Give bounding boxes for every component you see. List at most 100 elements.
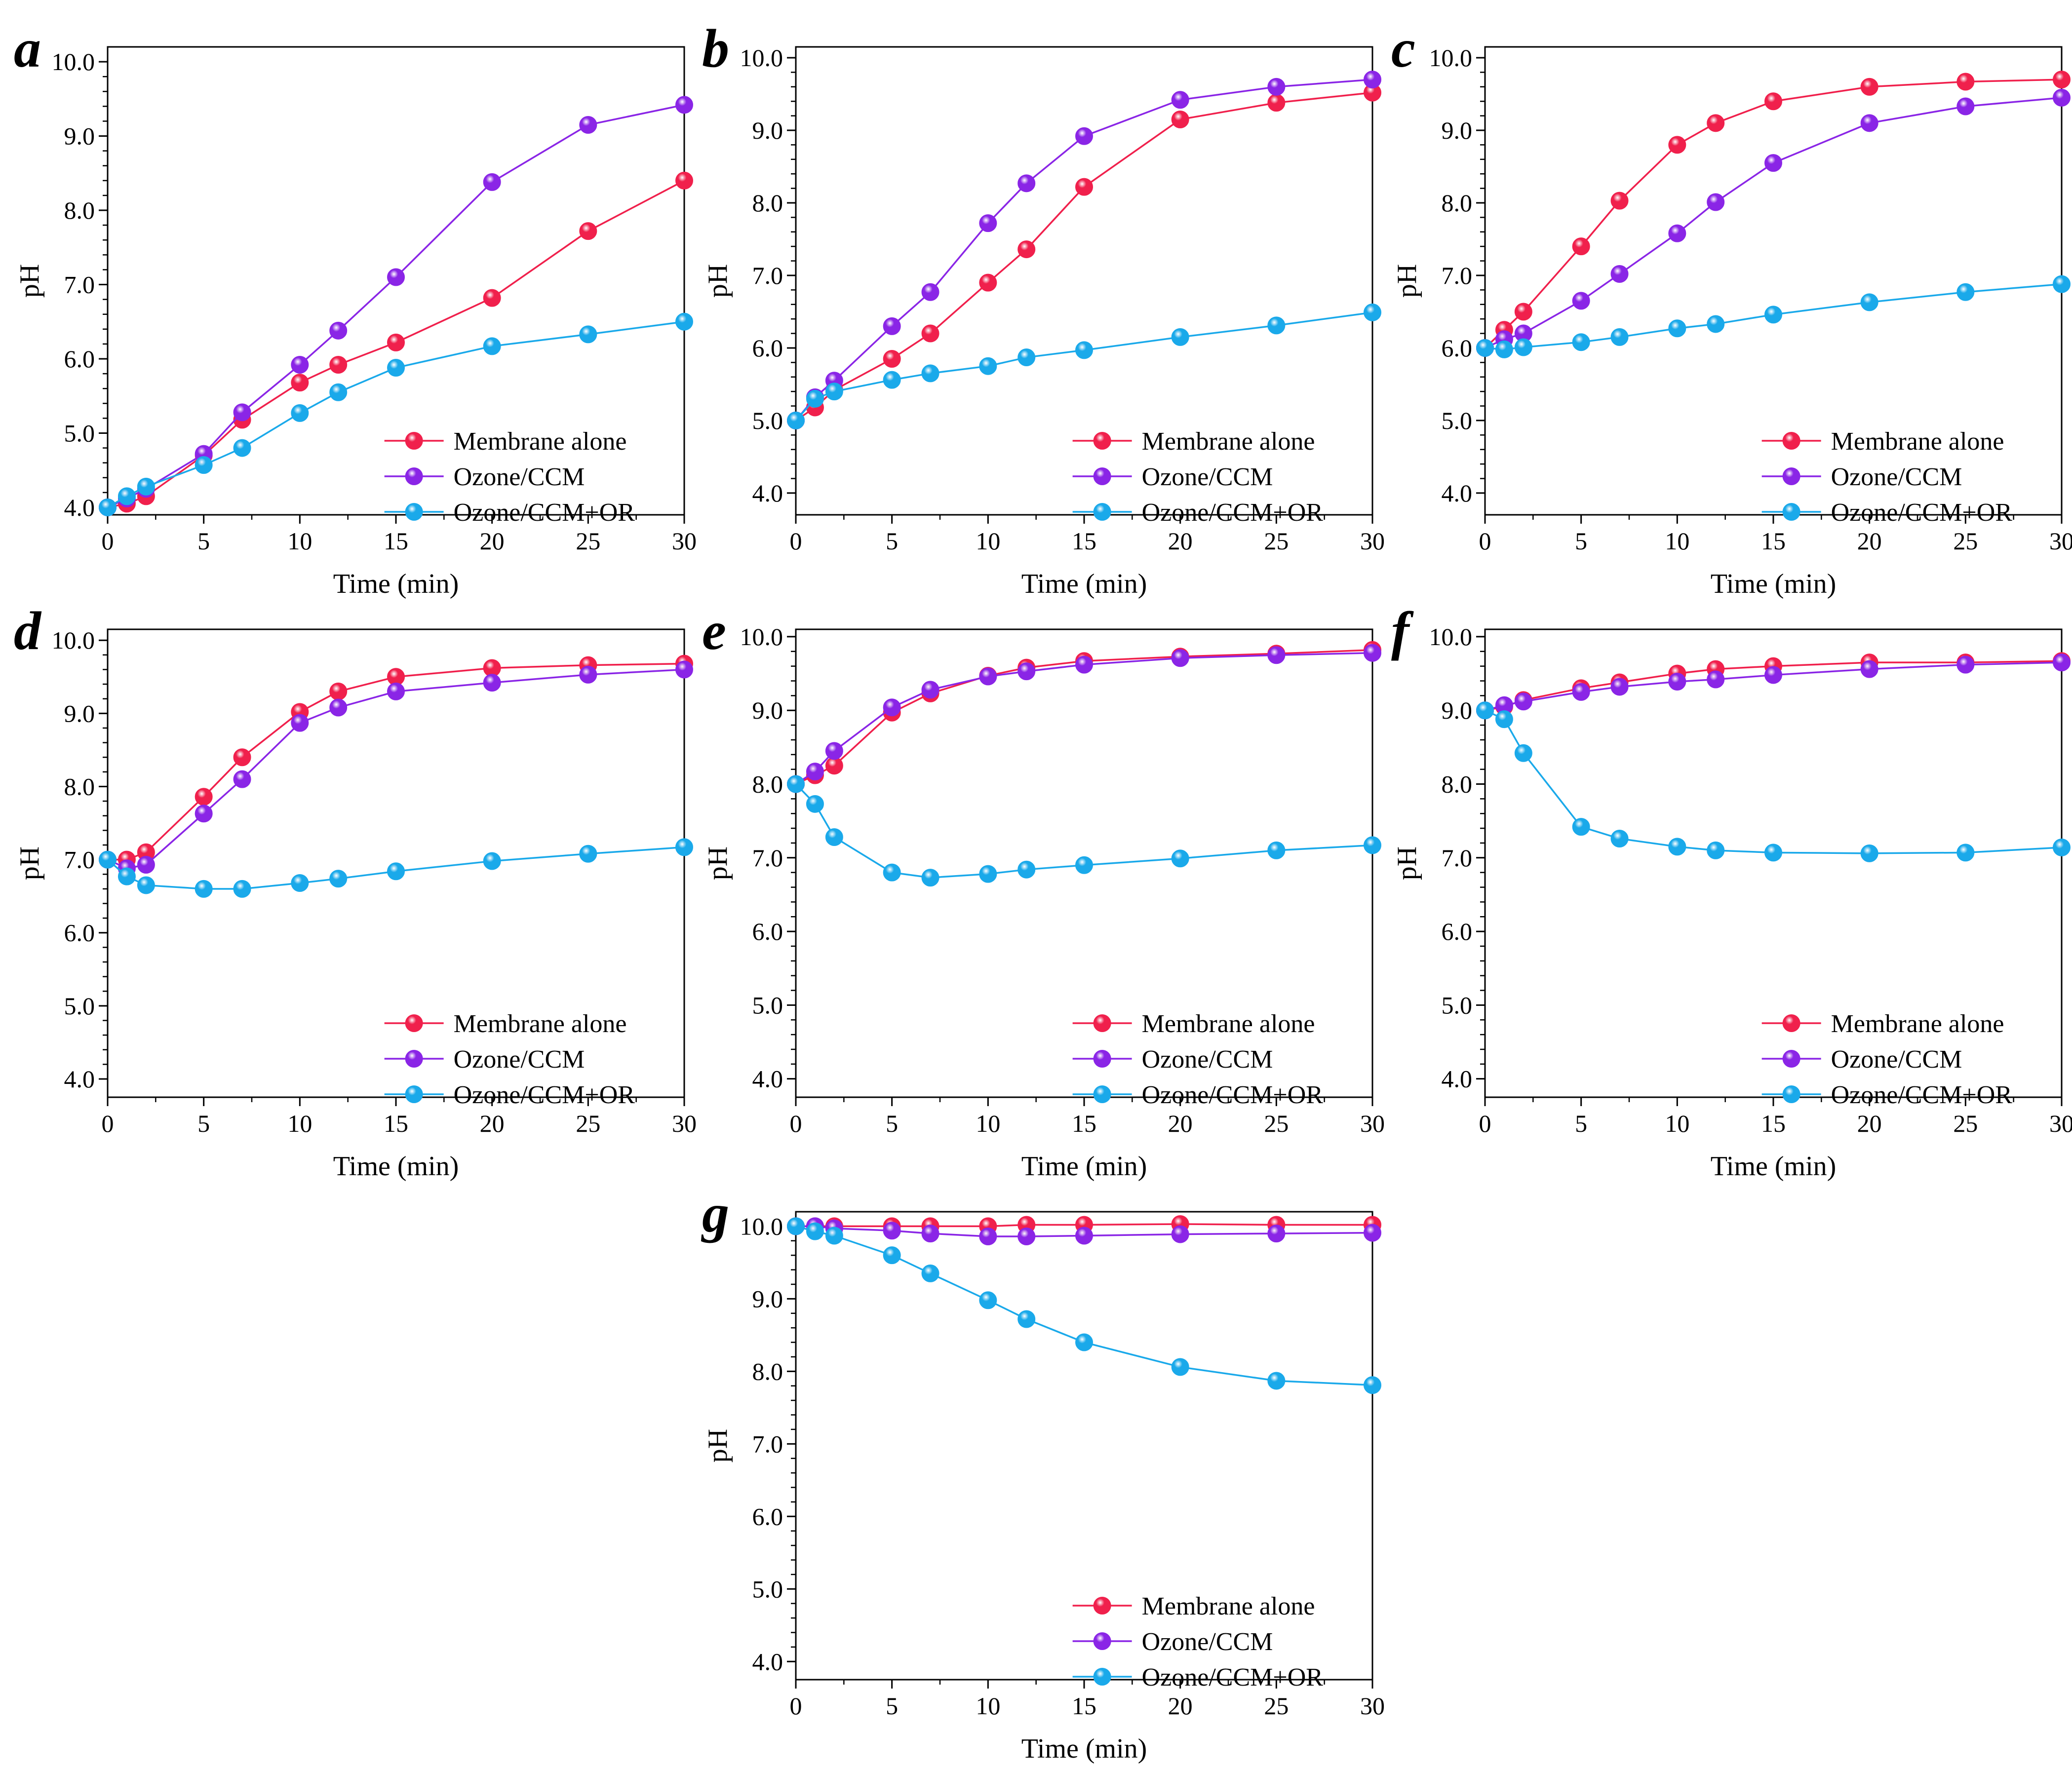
legend-marker-membrane (405, 432, 423, 450)
legend-marker-ozone (1093, 1050, 1111, 1068)
legend-label-membrane: Membrane alone (1142, 427, 1315, 456)
x-tick-label: 15 (1072, 1692, 1096, 1720)
data-point-or (1017, 348, 1036, 367)
data-point-ozone (1267, 1225, 1286, 1243)
y-tick-label: 9.0 (64, 122, 95, 150)
legend-marker-or (1093, 503, 1111, 521)
legend-marker-membrane (405, 1014, 423, 1032)
y-tick-label: 6.0 (752, 918, 783, 945)
legend-marker-membrane (1782, 1014, 1800, 1032)
data-point-or (117, 487, 136, 505)
data-point-ozone (1610, 678, 1629, 696)
x-axis-title: Time (min) (1021, 1733, 1147, 1764)
legend-label-or: Ozone/CCM+OR (1142, 1081, 1324, 1109)
data-point-or (579, 325, 597, 344)
data-point-or (233, 880, 251, 898)
x-tick-label: 0 (790, 1110, 802, 1137)
y-tick-label: 7.0 (1442, 262, 1473, 289)
series-ozone (787, 644, 1381, 793)
x-tick-label: 20 (1168, 1692, 1193, 1720)
chart-panel-a: a 0 5 10 15 20 25 30 4.0 5.0 6.0 7.0 8.0 9.0 10.0 Time … (14, 18, 697, 599)
x-tick-label: 15 (384, 527, 408, 555)
panel-label: c (1391, 18, 1415, 78)
x-tick-label: 10 (287, 1110, 312, 1137)
data-point-or (1476, 701, 1494, 720)
data-point-or (806, 1222, 824, 1240)
data-point-or (806, 389, 824, 408)
panel-label: a (14, 18, 41, 78)
y-tick-label: 5.0 (752, 1575, 783, 1603)
legend-label-ozone: Ozone/CCM (454, 463, 585, 491)
data-point-or (921, 1264, 939, 1282)
y-tick-label: 8.0 (752, 770, 783, 798)
data-point-or (825, 1227, 843, 1245)
legend-marker-ozone (1782, 467, 1800, 485)
legend-label-ozone: Ozone/CCM (454, 1045, 585, 1074)
data-point-ozone (291, 714, 309, 732)
y-tick-label: 10.0 (1429, 623, 1473, 651)
data-point-membrane (1171, 110, 1189, 128)
data-point-or (806, 795, 824, 813)
data-point-or (1860, 293, 1878, 311)
chart-panel-c: c 0 5 10 15 20 25 30 4.0 5.0 6.0 7.0 8.0 9.0 10.0 Time … (1391, 18, 2072, 599)
data-point-or (1707, 841, 1725, 859)
data-point-or (1267, 316, 1286, 335)
legend-marker-ozone (405, 1050, 423, 1068)
legend-marker-or (405, 1085, 423, 1103)
data-point-ozone (2053, 88, 2071, 107)
series-line-or (795, 311, 1373, 422)
data-point-ozone (233, 403, 251, 422)
data-point-or (387, 862, 405, 881)
y-tick-label: 8.0 (1442, 189, 1473, 217)
data-point-or (1956, 283, 1975, 301)
panel-label: e (702, 601, 726, 661)
series-line-or (795, 1225, 1373, 1386)
chart-panel-d: d 0 5 10 15 20 25 30 4.0 5.0 6.0 7.0 8.0 9.0 10.0 Time … (14, 601, 697, 1182)
data-point-or (1171, 849, 1189, 868)
data-point-membrane (1956, 73, 1975, 91)
legend-label-or: Ozone/CCM+OR (1831, 499, 2013, 527)
y-tick-label: 10.0 (740, 1212, 783, 1240)
y-tick-label: 9.0 (64, 699, 95, 727)
y-axis-title: pH (14, 846, 45, 880)
data-point-membrane (291, 374, 309, 392)
data-point-or (1707, 315, 1725, 333)
data-point-ozone (579, 116, 597, 134)
data-point-ozone (291, 356, 309, 374)
data-point-or (1572, 818, 1590, 836)
data-point-ozone (1171, 1225, 1189, 1243)
data-point-ozone (1171, 649, 1189, 667)
data-point-ozone (1267, 77, 1286, 96)
data-point-ozone (483, 674, 501, 692)
chart-panel-e: e 0 5 10 15 20 25 30 4.0 5.0 6.0 7.0 8.0 9.0 10.0 Time … (702, 601, 1385, 1182)
x-tick-label: 10 (1665, 1110, 1689, 1137)
data-point-or (2053, 838, 2071, 856)
chart-panel-f: f 0 5 10 15 20 25 30 4.0 5.0 6.0 7.0 8.0 9.0 10.0 Time … (1391, 601, 2072, 1182)
data-point-or (387, 359, 405, 377)
data-point-membrane (1610, 192, 1629, 210)
legend-label-or: Ozone/CCM+OR (454, 499, 635, 527)
series-or (1476, 701, 2071, 862)
data-point-or (483, 337, 501, 355)
data-point-membrane (195, 788, 213, 806)
data-point-or (1860, 844, 1878, 862)
data-point-or (787, 1217, 805, 1235)
legend-label-ozone: Ozone/CCM (1142, 1045, 1273, 1074)
x-tick-label: 20 (480, 527, 505, 555)
series-or (1476, 275, 2071, 358)
data-point-ozone (921, 681, 939, 699)
series-or (787, 775, 1381, 887)
data-point-ozone (979, 1227, 997, 1245)
y-tick-label: 10.0 (52, 48, 95, 76)
y-tick-label: 10.0 (52, 626, 95, 654)
data-point-or (1075, 856, 1093, 874)
legend-label-ozone: Ozone/CCM (1831, 463, 1962, 491)
data-point-membrane (579, 222, 597, 240)
y-tick-label: 4.0 (752, 479, 783, 507)
data-point-or (195, 456, 213, 474)
panel-label: g (701, 1183, 729, 1243)
data-point-ozone (1075, 127, 1093, 145)
series-or (787, 303, 1381, 429)
series-ozone (787, 71, 1381, 429)
